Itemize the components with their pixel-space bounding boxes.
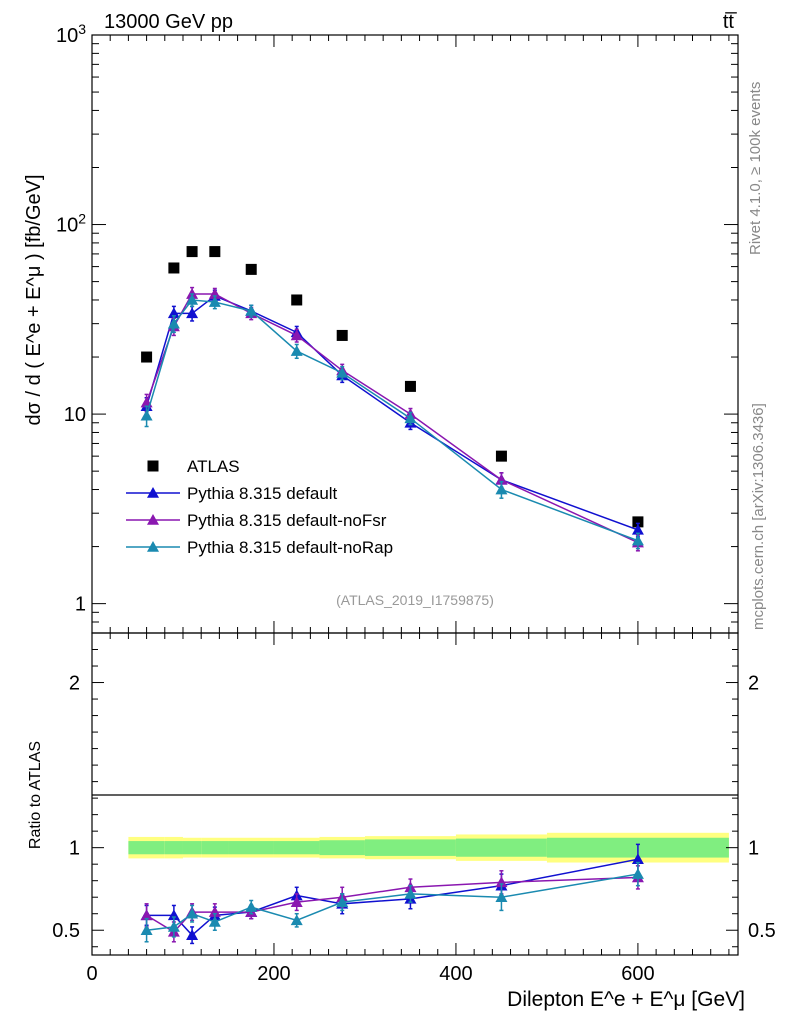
main-line-noRap [145,299,639,542]
atlas-data-point [336,329,348,341]
legend-entry: Pythia 8.315 default-noFsr [126,511,387,530]
legend-entry: Pythia 8.315 default-noRap [126,538,393,557]
atlas-data-point [291,294,303,306]
main-point-noRap [336,366,349,378]
header-left: 13000 GeV pp [104,11,233,33]
band-inner [273,841,320,855]
main-ylabel: dσ / d ( E^e + E^μ ) [fb/GeV] [23,174,45,425]
atlas-data-point [186,246,198,258]
legend-marker-triangle [147,541,159,552]
legend-marker-triangle [147,514,159,525]
legend: ATLAS Pythia 8.315 default Pythia 8.315 de… [126,457,393,557]
y-tick-label: 103 [56,21,86,47]
ratio-y-tick-label: 2 [69,673,80,695]
legend-label: ATLAS [187,457,240,476]
ratio-point-noRap [186,907,199,919]
y-tick-label: 10 [64,404,86,426]
ratio-point-noFsr [495,876,508,888]
rivet-label: Rivet 4.1.0, ≥ 100k events [747,82,764,255]
main-line-noFsr [145,293,639,544]
legend-marker-triangle [147,487,159,498]
main-point-noRap [186,293,199,305]
ratio-point-noRap [631,868,644,879]
ratio-point-noRap [495,891,508,903]
analysis-id: (ATLAS_2019_I1759875) [336,592,494,608]
legend-entry: Pythia 8.315 default [126,484,338,503]
ratio-point-noFsr [208,906,221,917]
atlas-data-point [495,450,507,462]
ratio-ylabel: Ratio to ATLAS [27,741,44,849]
band-inner [182,841,202,855]
main-point-noRap [245,304,258,316]
main-point-default [167,307,180,319]
legend-marker-square [147,460,159,472]
atlas-data-point [141,351,153,363]
main-point-noFsr [290,329,303,341]
ratio-point-noRap [208,915,221,927]
xlabel: Dilepton E^e + E^μ [GeV] [507,988,745,1011]
main-point-noFsr [208,288,221,299]
ratio-point-noRap [140,924,153,936]
ratio-point-default [186,929,199,940]
main-point-default [186,307,199,319]
band-inner [455,838,547,857]
band-inner [364,839,456,856]
ratio-point-noRap [404,887,417,899]
ratio-point-noRap [336,896,349,907]
x-tick-label: 200 [257,963,290,985]
main-line-default [145,295,639,531]
x-tick-label: 400 [439,963,472,985]
ratio-point-default [167,909,180,921]
y-tick-label: 1 [75,594,86,616]
atlas-data-point [632,516,644,528]
main-point-noRap [290,345,303,356]
legend-label: Pythia 8.315 default-noFsr [187,511,387,530]
atlas-data-point [245,263,257,275]
ratio-y-tick-label-right: 0.5 [748,920,776,942]
band-inner [319,840,365,856]
uncertainty-bands [128,832,729,863]
ratio-point-noFsr [290,896,303,907]
band-inner [201,841,229,855]
ratio-point-noRap [290,914,303,926]
x-tick-label: 0 [86,963,97,985]
main-point-noRap [140,409,153,421]
legend-label: Pythia 8.315 default [187,484,338,503]
band-inner [128,841,165,855]
y-tick-label: 102 [56,211,86,237]
main-point-default [631,523,644,535]
main-point-noFsr [495,473,508,485]
atlas-data-point [209,246,221,258]
main-point-noRap [167,317,180,329]
ratio-y-tick-label: 1 [69,838,80,860]
ratio-point-noRap [245,901,258,912]
ratio-y-tick-label-right: 1 [748,838,759,860]
x-tick-label: 600 [621,963,654,985]
ratio-y-tick-label: 0.5 [52,920,80,942]
band-inner [164,841,183,855]
legend-entry: ATLAS [147,457,240,476]
ratio-y-tick-label-right: 2 [748,673,759,695]
header-right: tt̅ [723,11,737,33]
ratio-point-noFsr [140,909,153,921]
main-point-noRap [208,296,221,307]
main-point-noRap [631,534,644,546]
main-point-noRap [404,412,417,424]
ratio-line-noRap [146,873,639,931]
ratio-frame [91,632,739,956]
atlas-data-point [168,262,180,274]
atlas-data-point [404,380,416,392]
band-inner [228,841,274,855]
axes-ticks: 0 200 400 600 1 10 102 103 0.5 0.5 1 1 2 2 [52,21,776,985]
legend-label: Pythia 8.315 default-noRap [187,538,393,557]
ratio-line-noFsr [146,876,638,933]
plot-series [140,246,644,945]
ratio-line-default [146,858,639,937]
ratio-point-noRap [167,920,180,932]
main-point-noRap [495,483,508,495]
mcplots-label: mcplots.cern.ch [arXiv:1306.3436] [750,403,767,630]
ratio-point-default [631,853,644,865]
